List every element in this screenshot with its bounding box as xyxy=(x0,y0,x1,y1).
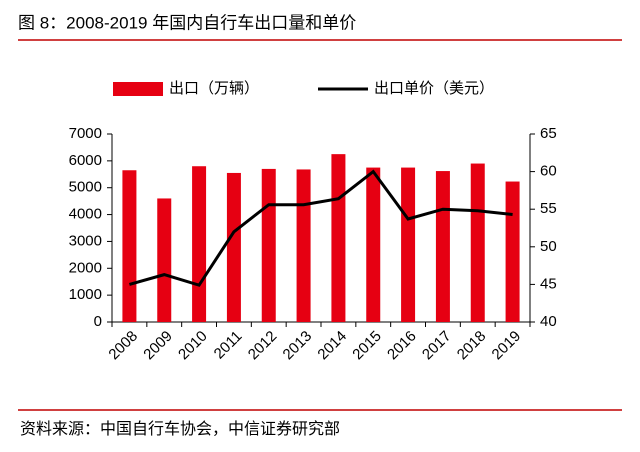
y2-tick-label: 45 xyxy=(540,275,557,292)
bar xyxy=(505,181,520,322)
bar xyxy=(261,168,276,322)
y2-tick-label: 55 xyxy=(540,200,557,217)
y-tick-label: 1000 xyxy=(69,286,102,303)
x-tick-label: 2012 xyxy=(245,328,281,364)
x-tick-label: 2018 xyxy=(454,328,490,364)
y-tick-label: 7000 xyxy=(69,125,102,142)
bar xyxy=(157,198,172,322)
source-note: 资料来源：中国自行车协会，中信证券研究部 xyxy=(20,420,340,438)
y-tick-label: 6000 xyxy=(69,152,102,169)
y-tick-label: 3000 xyxy=(69,232,102,249)
x-tick-label: 2009 xyxy=(140,328,176,364)
bar xyxy=(192,166,207,322)
bar xyxy=(366,167,381,322)
y-tick-label: 4000 xyxy=(69,206,102,223)
x-tick-label: 2019 xyxy=(489,328,525,364)
bar xyxy=(435,171,450,322)
bar xyxy=(296,169,311,322)
x-tick-label: 2008 xyxy=(105,328,141,364)
y2-tick-label: 60 xyxy=(540,163,557,180)
bar xyxy=(401,167,416,322)
y2-tick-label: 65 xyxy=(540,125,557,142)
x-tick-label: 2015 xyxy=(349,328,385,364)
y-tick-label: 2000 xyxy=(69,259,102,276)
x-tick-label: 2011 xyxy=(211,328,246,363)
bar xyxy=(470,163,485,322)
y2-tick-label: 40 xyxy=(540,313,557,330)
x-tick-label: 2010 xyxy=(175,328,211,364)
y2-tick-label: 50 xyxy=(540,238,557,255)
bar xyxy=(331,154,346,322)
legend-label: 出口（万辆） xyxy=(169,80,259,97)
chart-title: 图 8：2008-2019 年国内自行车出口量和单价 xyxy=(18,13,356,32)
x-tick-label: 2013 xyxy=(280,328,316,364)
bar xyxy=(122,170,137,322)
legend-label: 出口单价（美元） xyxy=(374,80,494,97)
line xyxy=(129,169,513,287)
legend-swatch xyxy=(113,82,163,96)
x-tick-label: 2017 xyxy=(419,328,455,364)
x-tick-label: 2016 xyxy=(384,328,420,364)
y-tick-label: 0 xyxy=(94,313,102,330)
bar xyxy=(226,172,241,322)
x-tick-label: 2014 xyxy=(314,328,350,364)
y-tick-label: 5000 xyxy=(69,179,102,196)
